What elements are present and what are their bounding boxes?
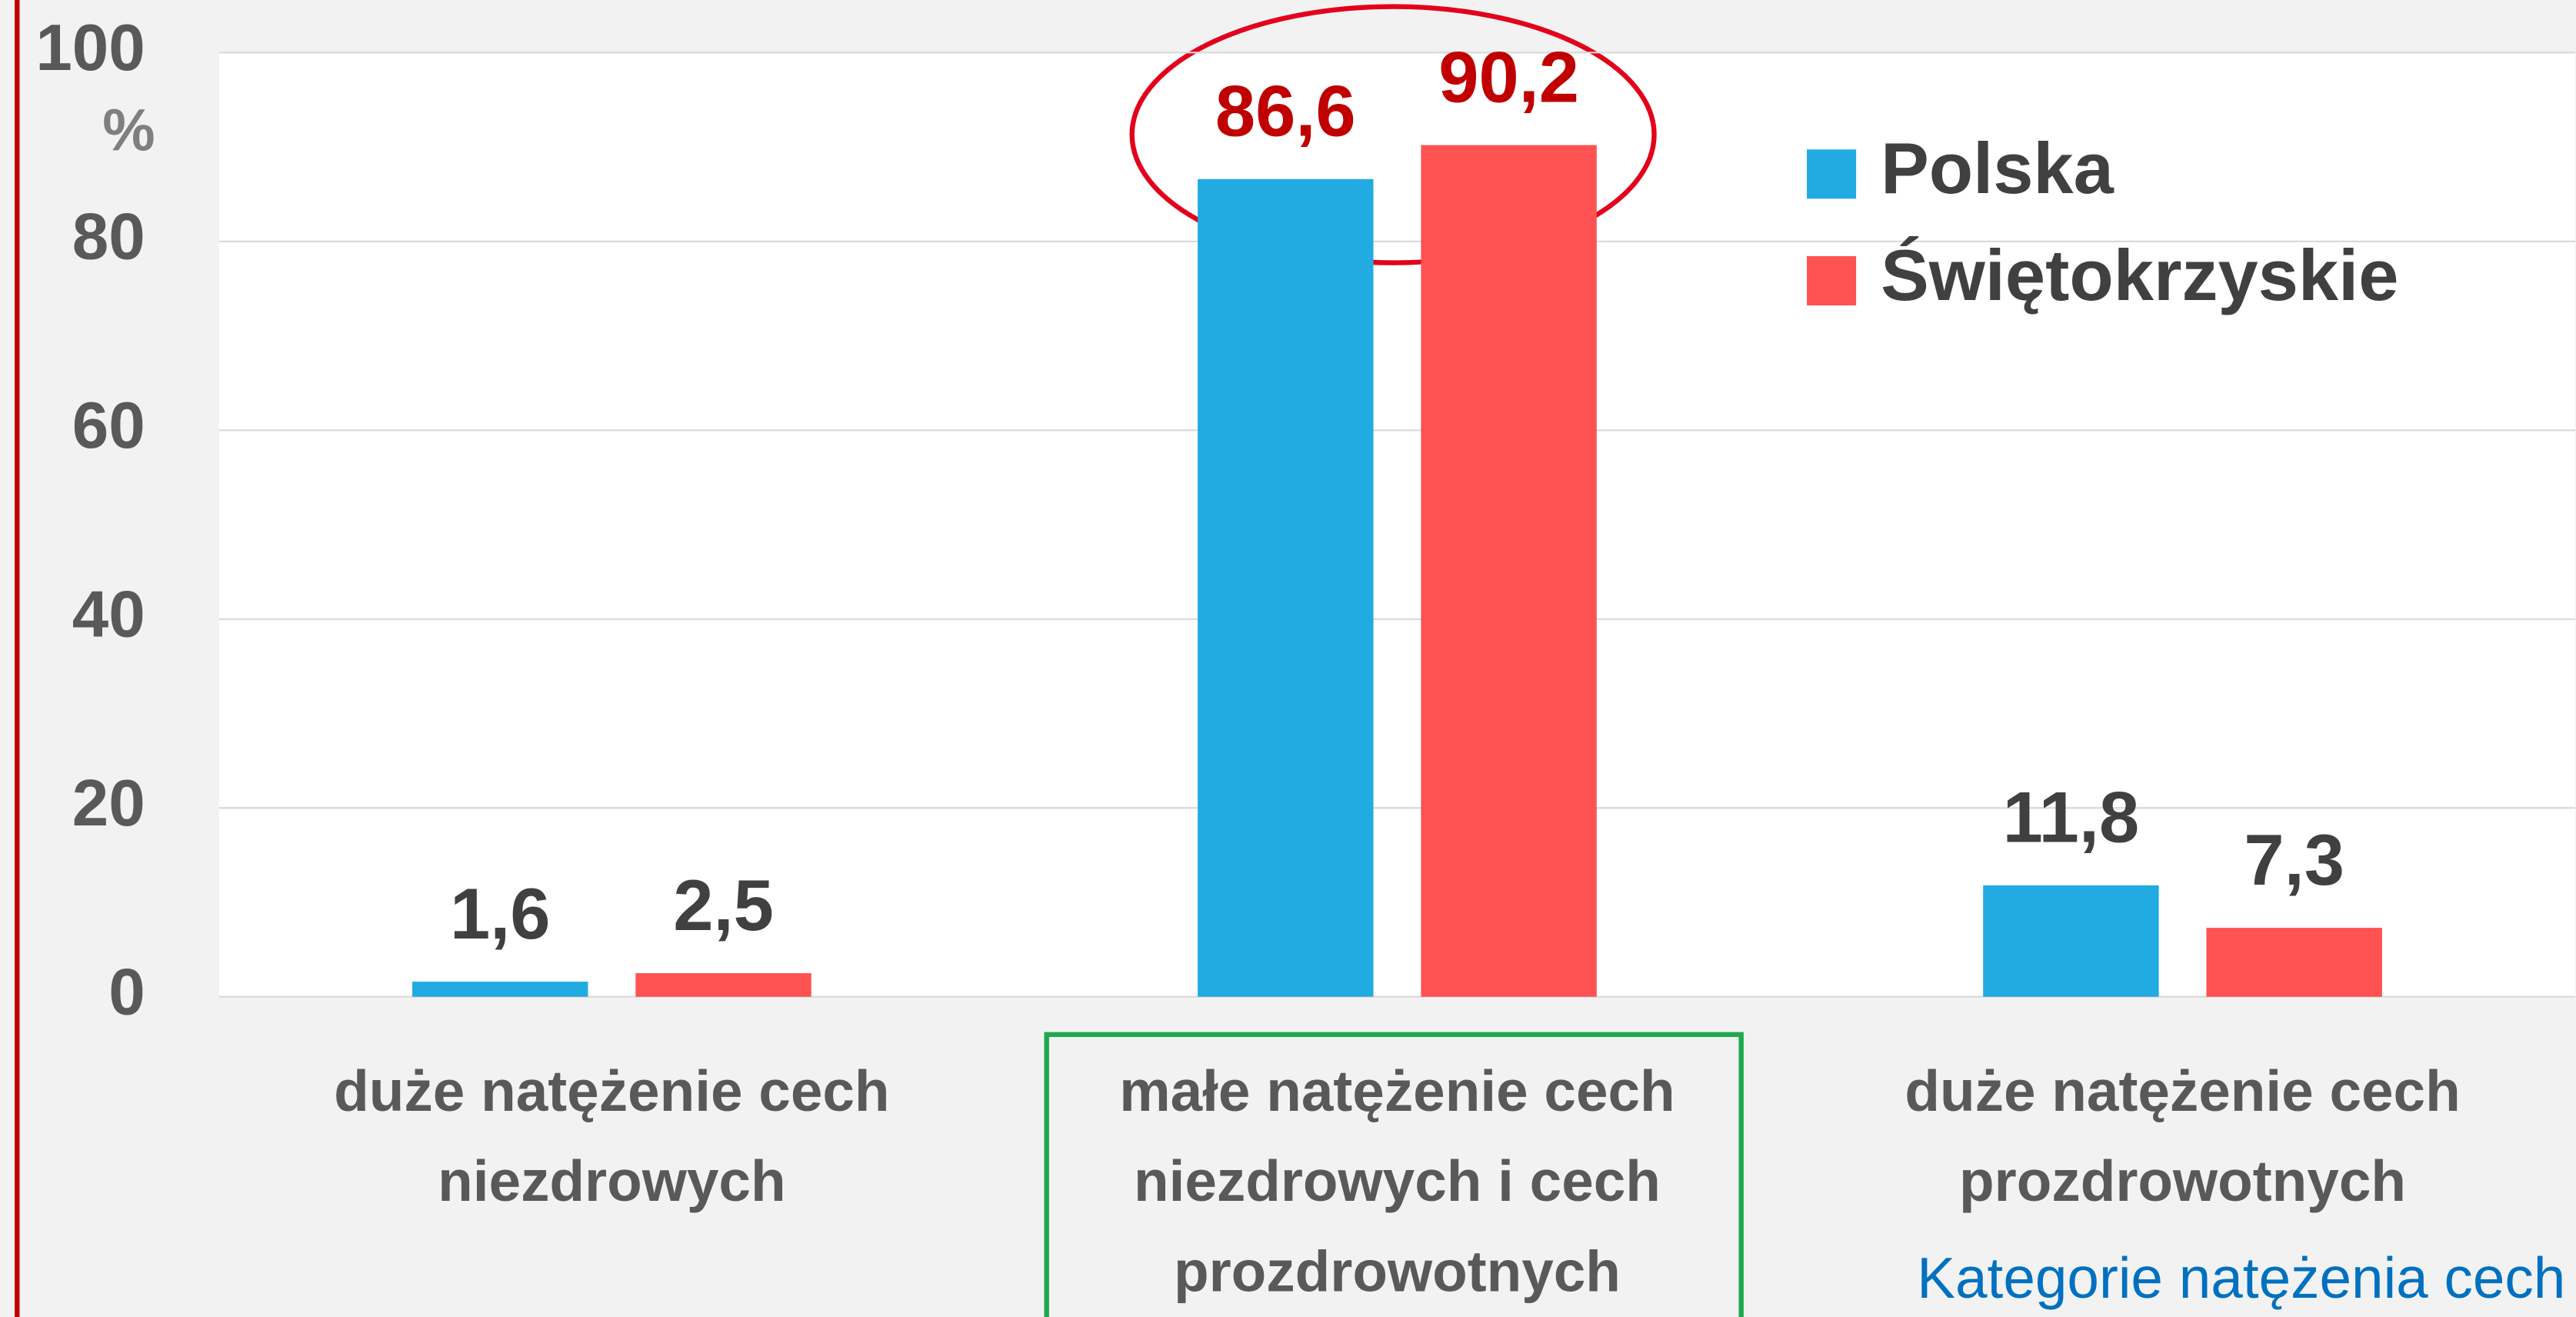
bar	[635, 973, 811, 997]
bar	[1198, 178, 1374, 997]
plot-area	[218, 52, 2576, 997]
value-label: 2,5	[673, 865, 774, 945]
y-axis-label: %	[102, 97, 155, 163]
y-tick-label: 60	[72, 389, 145, 462]
x-tick-label: małe natężenie cech niezdrowych i cech pro…	[1119, 1059, 1675, 1304]
legend-swatch	[1807, 149, 1857, 199]
y-tick-label: 80	[72, 200, 145, 273]
y-tick-label: 20	[72, 767, 145, 840]
x-tick-label: duże natężenie cech prozdrowotnych	[1905, 1059, 2460, 1213]
y-tick-label: 0	[108, 955, 145, 1029]
value-label: 1,6	[450, 873, 551, 954]
highlight-box	[1044, 1032, 1744, 1317]
bar	[1983, 885, 2159, 997]
legend-swatch	[1807, 256, 1857, 306]
value-label: 86,6	[1215, 70, 1356, 151]
y-tick-label: 40	[72, 578, 145, 651]
legend-label: Świętokrzyskie	[1881, 235, 2398, 315]
y-tick-label: 100	[35, 12, 145, 85]
x-tick-label: duże natężenie cech niezdrowych	[334, 1059, 889, 1213]
value-label: 90,2	[1438, 36, 1579, 117]
value-label: 7,3	[2244, 819, 2344, 900]
x-axis-label: Kategorie natężenia cech	[1917, 1245, 2565, 1310]
bar	[1421, 145, 1597, 997]
legend-label: Polska	[1881, 128, 2114, 208]
bar	[412, 982, 588, 997]
value-label: 11,8	[2003, 777, 2140, 858]
bar	[2206, 928, 2382, 997]
highlight-ellipse	[1129, 4, 1657, 265]
